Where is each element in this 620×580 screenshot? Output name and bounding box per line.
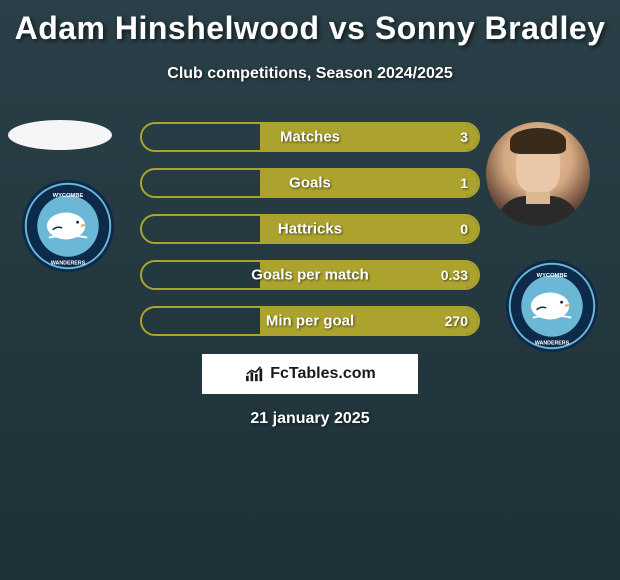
wycombe-badge-icon: WYCOMBE WANDERERS bbox=[20, 178, 116, 274]
watermark: FcTables.com bbox=[202, 354, 418, 394]
svg-text:WANDERERS: WANDERERS bbox=[51, 260, 86, 266]
player-left-club-badge: WYCOMBE WANDERERS bbox=[20, 178, 116, 274]
stat-value-right: 1 bbox=[460, 175, 468, 191]
player-right-avatar bbox=[486, 122, 590, 226]
stat-label: Hattricks bbox=[142, 221, 478, 238]
stat-value-right: 3 bbox=[460, 129, 468, 145]
stat-row-matches: Matches 3 bbox=[140, 122, 480, 152]
stat-row-hattricks: Hattricks 0 bbox=[140, 214, 480, 244]
player-right-club-badge: WYCOMBE WANDERERS bbox=[504, 258, 600, 354]
season-subtitle: Club competitions, Season 2024/2025 bbox=[0, 65, 620, 83]
stat-label: Min per goal bbox=[142, 313, 478, 330]
wycombe-badge-icon: WYCOMBE WANDERERS bbox=[504, 258, 600, 354]
stat-row-goals-per-match: Goals per match 0.33 bbox=[140, 260, 480, 290]
chart-icon bbox=[244, 365, 266, 383]
watermark-text: FcTables.com bbox=[270, 365, 376, 383]
svg-text:WYCOMBE: WYCOMBE bbox=[53, 193, 84, 199]
stat-value-right: 0.33 bbox=[441, 267, 468, 283]
stat-label: Matches bbox=[142, 129, 478, 146]
stat-label: Goals bbox=[142, 175, 478, 192]
stat-value-right: 270 bbox=[445, 313, 468, 329]
stat-value-right: 0 bbox=[460, 221, 468, 237]
svg-text:WANDERERS: WANDERERS bbox=[535, 340, 570, 346]
comparison-title: Adam Hinshelwood vs Sonny Bradley bbox=[0, 0, 620, 47]
stat-row-goals: Goals 1 bbox=[140, 168, 480, 198]
player-left-avatar bbox=[8, 120, 112, 150]
stats-container: Matches 3 Goals 1 Hattricks 0 Goals per … bbox=[140, 122, 480, 352]
svg-text:WYCOMBE: WYCOMBE bbox=[537, 273, 568, 279]
stat-label: Goals per match bbox=[142, 267, 478, 284]
date-text: 21 january 2025 bbox=[0, 410, 620, 428]
stat-row-min-per-goal: Min per goal 270 bbox=[140, 306, 480, 336]
